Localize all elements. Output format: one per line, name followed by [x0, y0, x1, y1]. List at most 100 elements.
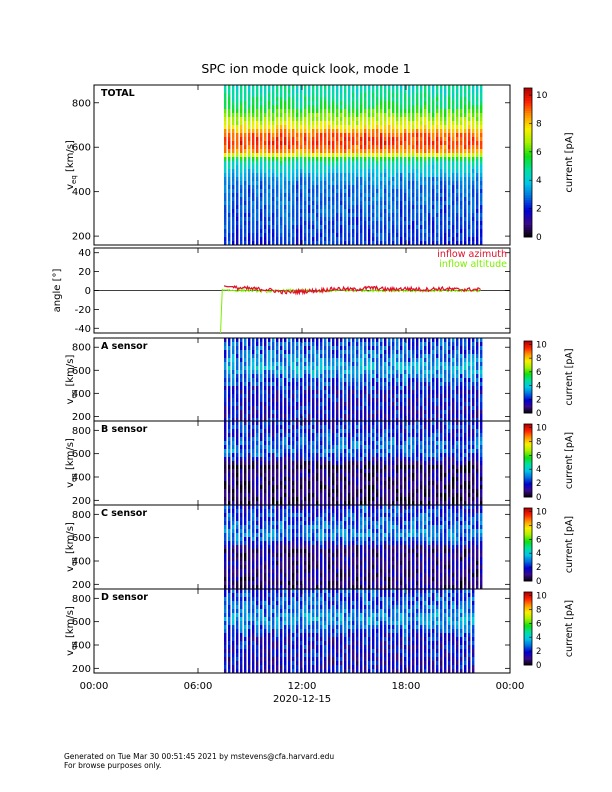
heatmap-cell — [328, 473, 331, 477]
heatmap-cell — [228, 161, 231, 165]
heatmap-cell — [468, 338, 471, 342]
heatmap-cell — [268, 185, 271, 189]
heatmap-cell — [324, 418, 327, 421]
heatmap-cell — [448, 354, 451, 358]
heatmap-cell — [416, 197, 419, 201]
heatmap-cell — [412, 213, 415, 217]
heatmap-cell — [348, 441, 351, 445]
heatmap-cell — [240, 101, 243, 105]
heatmap-cell — [408, 241, 411, 245]
heatmap-cell — [408, 89, 411, 93]
heatmap-cell — [332, 97, 335, 101]
heatmap-cell — [280, 233, 283, 237]
heatmap-cell — [436, 221, 439, 225]
heatmap-cell — [364, 237, 367, 241]
heatmap-cell — [348, 390, 351, 394]
heatmap-cell — [400, 386, 403, 390]
heatmap-cell — [412, 185, 415, 189]
heatmap-cell — [236, 189, 239, 193]
heatmap-cell — [252, 149, 255, 153]
heatmap-cell — [296, 370, 299, 374]
heatmap-cell — [264, 441, 267, 445]
heatmap-cell — [372, 378, 375, 382]
heatmap-cell — [480, 197, 483, 201]
heatmap-cell — [252, 101, 255, 105]
heatmap-cell — [432, 161, 435, 165]
heatmap-cell — [408, 342, 411, 346]
heatmap-cell — [328, 241, 331, 245]
heatmap-cell — [432, 121, 435, 125]
heatmap-cell — [232, 390, 235, 394]
heatmap-cell — [252, 414, 255, 418]
heatmap-cell — [324, 213, 327, 217]
heatmap-cell — [284, 402, 287, 406]
heatmap-cell — [412, 117, 415, 121]
heatmap-cell — [452, 105, 455, 109]
heatmap-cell — [316, 453, 319, 457]
heatmap-cell — [300, 366, 303, 370]
heatmap-cell — [404, 109, 407, 113]
heatmap-cell — [468, 197, 471, 201]
heatmap-cell — [264, 145, 267, 149]
heatmap-cell — [236, 362, 239, 366]
heatmap-cell — [400, 217, 403, 221]
heatmap-cell — [440, 209, 443, 213]
heatmap-cell — [264, 406, 267, 410]
heatmap-cell — [236, 461, 239, 465]
heatmap-cell — [356, 358, 359, 362]
heatmap-cell — [280, 414, 283, 418]
heatmap-cell — [328, 197, 331, 201]
heatmap-cell — [368, 169, 371, 173]
heatmap-cell — [296, 390, 299, 394]
heatmap-cell — [428, 137, 431, 141]
heatmap-cell — [240, 117, 243, 121]
heatmap-cell — [380, 105, 383, 109]
heatmap-cell — [416, 181, 419, 185]
heatmap-cell — [224, 109, 227, 113]
heatmap-cell — [304, 406, 307, 410]
heatmap-cell — [256, 93, 259, 97]
heatmap-cell — [228, 493, 231, 497]
heatmap-cell — [340, 374, 343, 378]
heatmap-cell — [416, 213, 419, 217]
heatmap-cell — [304, 121, 307, 125]
heatmap-cell — [232, 237, 235, 241]
heatmap-cell — [348, 221, 351, 225]
heatmap-cell — [232, 362, 235, 366]
heatmap-cell — [368, 453, 371, 457]
heatmap-cell — [472, 181, 475, 185]
heatmap-cell — [304, 85, 307, 89]
heatmap-cell — [268, 173, 271, 177]
heatmap-cell — [340, 390, 343, 394]
heatmap-cell — [308, 418, 311, 421]
heatmap-cell — [340, 209, 343, 213]
heatmap-cell — [328, 402, 331, 406]
heatmap-cell — [464, 197, 467, 201]
heatmap-cell — [356, 465, 359, 469]
heatmap-cell — [316, 370, 319, 374]
heatmap-cell — [472, 93, 475, 97]
heatmap-cell — [340, 346, 343, 350]
heatmap-cell — [452, 117, 455, 121]
heatmap-cell — [252, 493, 255, 497]
heatmap-cell — [348, 181, 351, 185]
heatmap-cell — [332, 205, 335, 209]
heatmap-cell — [352, 173, 355, 177]
heatmap-cell — [480, 161, 483, 165]
heatmap-cell — [332, 461, 335, 465]
colorbar-segment — [524, 377, 532, 379]
heatmap-cell — [308, 477, 311, 481]
heatmap-cell — [468, 85, 471, 89]
heatmap-cell — [432, 354, 435, 358]
heatmap-cell — [296, 410, 299, 414]
heatmap-cell — [288, 338, 291, 342]
heatmap-cell — [432, 177, 435, 181]
heatmap-cell — [280, 89, 283, 93]
heatmap-cell — [356, 165, 359, 169]
heatmap-cell — [296, 489, 299, 493]
heatmap-cell — [480, 209, 483, 213]
heatmap-cell — [456, 213, 459, 217]
heatmap-cell — [348, 225, 351, 229]
heatmap-cell — [464, 93, 467, 97]
heatmap-cell — [476, 129, 479, 133]
